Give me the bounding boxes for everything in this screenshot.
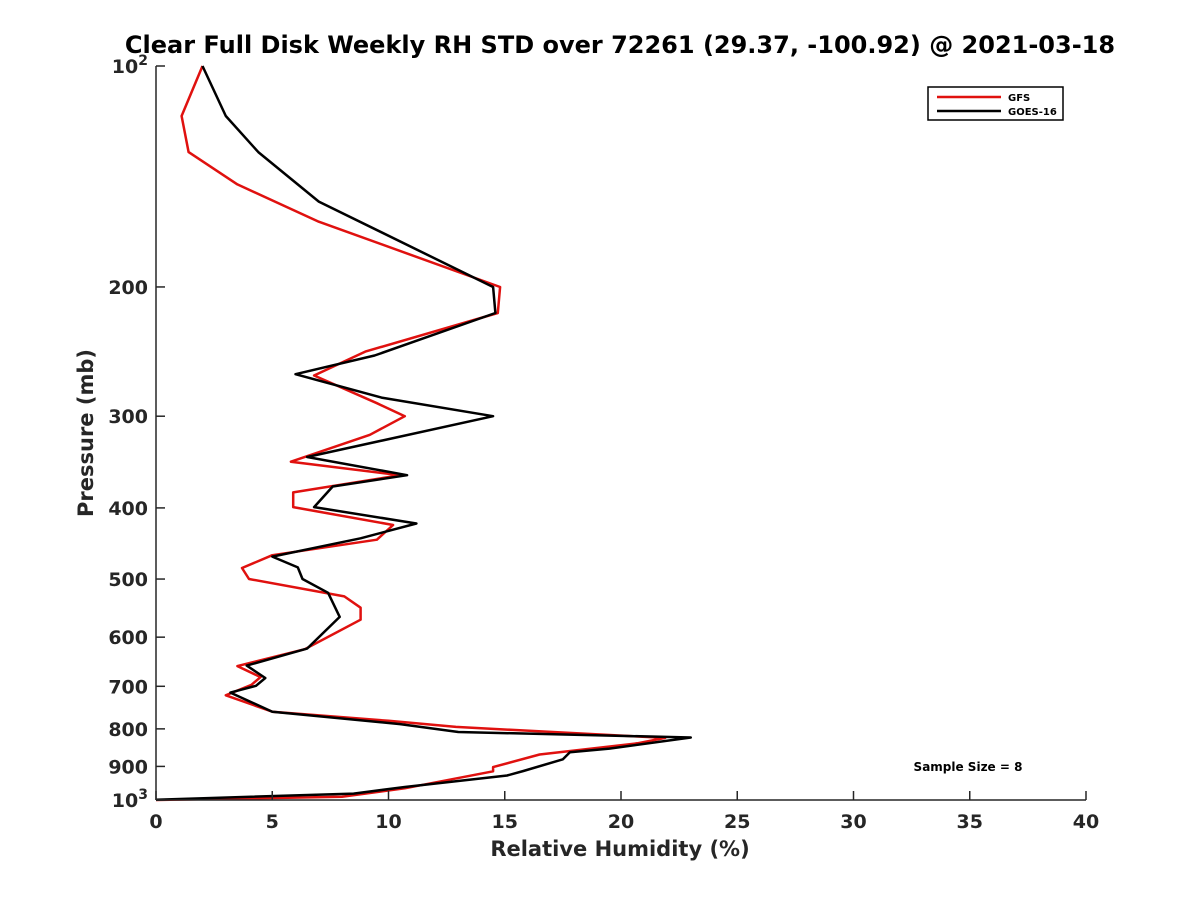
sample-size-annotation: Sample Size = 8 <box>914 760 1023 774</box>
x-tick-label: 30 <box>840 811 866 833</box>
y-axis-ticks: 102 200 300 400 500 600 700 800 900 103 <box>108 53 165 812</box>
x-tick-label: 35 <box>957 811 983 833</box>
y-tick-label: 103 <box>112 787 148 812</box>
x-tick-label: 10 <box>375 811 401 833</box>
series-line-goes-16 <box>155 65 693 801</box>
y-axis-label: Pressure (mb) <box>74 349 98 517</box>
y-tick-label: 400 <box>108 498 148 520</box>
legend: GFS GOES-16 <box>927 86 1064 121</box>
chart-title: Clear Full Disk Weekly RH STD over 72261… <box>125 31 1115 59</box>
x-tick-label: 20 <box>608 811 634 833</box>
series-line-gfs <box>155 65 667 802</box>
x-tick-label: 0 <box>149 811 162 833</box>
legend-label-goes16: GOES-16 <box>1008 107 1057 118</box>
y-tick-label: 900 <box>108 756 148 778</box>
x-axis-ticks: 0 5 10 15 20 25 30 35 40 <box>149 791 1099 833</box>
x-tick-label: 25 <box>724 811 750 833</box>
y-tick-label: 700 <box>108 676 148 698</box>
legend-box <box>927 86 1064 121</box>
series-layer <box>155 65 693 802</box>
x-tick-label: 40 <box>1073 811 1099 833</box>
x-tick-label: 15 <box>492 811 518 833</box>
y-tick-label: 300 <box>108 406 148 428</box>
x-tick-label: 5 <box>266 811 279 833</box>
y-tick-label: 600 <box>108 627 148 649</box>
y-tick-label: 800 <box>108 719 148 741</box>
y-tick-label: 102 <box>112 53 148 78</box>
y-tick-label: 200 <box>108 277 148 299</box>
y-tick-label: 500 <box>108 569 148 591</box>
x-axis-label: Relative Humidity (%) <box>490 837 749 861</box>
legend-label-gfs: GFS <box>1008 93 1030 104</box>
